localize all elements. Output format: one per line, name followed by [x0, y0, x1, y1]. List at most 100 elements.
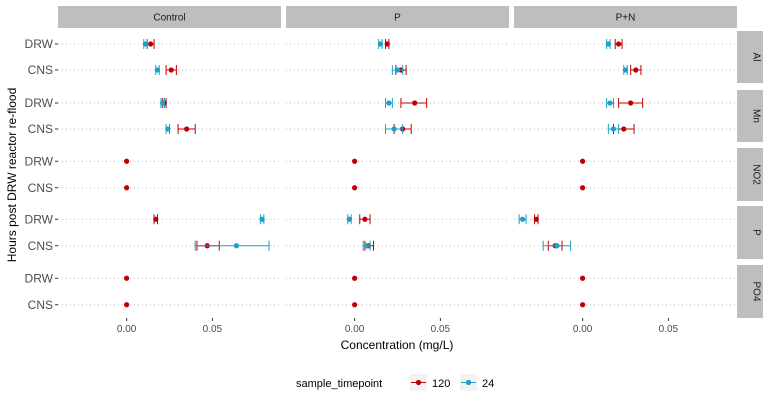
point-24-control-p-drw [259, 214, 265, 225]
point-marker [154, 67, 161, 73]
point-24-p-plus-n-mn-cns [607, 124, 620, 134]
chart-panels [58, 31, 737, 318]
point-marker [580, 185, 586, 191]
point-120-p-no2-drw [352, 158, 358, 164]
point-marker [233, 243, 239, 249]
point-marker [580, 158, 586, 164]
strip-bg-p-plus-n [514, 6, 737, 28]
point-marker [346, 216, 353, 222]
strip-label-no2: NO2 [751, 164, 762, 185]
point-24-p-plus-n-al-drw [605, 39, 611, 49]
strip-bg-p [286, 6, 509, 28]
y-tick-label-cns: CNS [28, 122, 53, 136]
y-tick-label-drw: DRW [25, 154, 54, 168]
point-120-p-mn-drw [400, 98, 428, 108]
point-120-p-po4-cns [352, 302, 358, 308]
panel-control-no2 [58, 148, 281, 201]
point-120-p-plus-n-no2-cns [580, 185, 586, 191]
point-24-control-mn-drw [160, 98, 166, 108]
x-tick-label: 0.00 [117, 324, 137, 335]
point-marker [621, 126, 627, 132]
legend-label-120: 120 [432, 378, 450, 390]
point-marker [160, 100, 166, 106]
point-marker [364, 243, 370, 249]
strip-bg-po4 [737, 265, 763, 318]
x-tick-label: 0.05 [203, 324, 223, 335]
point-120-control-no2-cns [124, 185, 130, 191]
strip-label-p-plus-n: P+N [616, 13, 636, 24]
y-tick-label-cns: CNS [28, 181, 53, 195]
x-axis: 0.00 0.05 0.00 0.05 0.00 0.05 [117, 318, 679, 335]
strip-label-mn: Mn [751, 109, 762, 123]
point-120-control-mn-cns [177, 124, 196, 134]
y-tick-label-drw: DRW [25, 271, 54, 285]
point-marker [554, 243, 560, 249]
legend-title: sample_timepoint [296, 378, 382, 390]
point-24-p-plus-n-mn-drw [606, 98, 614, 108]
point-120-p-plus-n-po4-cns [580, 302, 586, 308]
y-axis: DRW CNS DRW CNS DRW CNS DRW CNS DRW CNS [25, 37, 58, 312]
strip-label-p: P [394, 13, 401, 24]
x-tick-label: 0.05 [659, 324, 679, 335]
point-120-p-plus-n-no2-drw [580, 158, 586, 164]
legend: sample_timepoint 120 24 [296, 374, 494, 391]
point-24-p-p-cns [362, 240, 371, 251]
panel-control-mn [58, 90, 281, 142]
row-strips: Al Mn NO2 P PO4 [737, 31, 763, 318]
x-axis-title: Concentration (mg/L) [341, 338, 454, 352]
panel-p-plus-n-mn [514, 90, 737, 142]
panel-p-no2 [286, 148, 509, 201]
legend-items: 120 24 [410, 374, 494, 391]
legend-item-24: 24 [460, 374, 494, 391]
point-marker [124, 302, 130, 308]
panel-p-po4 [286, 265, 509, 318]
panel-p-plus-n-al [514, 31, 737, 83]
point-marker [352, 302, 358, 308]
point-24-control-al-drw [142, 39, 149, 49]
point-120-p-plus-n-p-drw [533, 214, 539, 225]
point-marker [610, 126, 617, 132]
point-marker [362, 216, 368, 222]
point-marker [605, 41, 611, 47]
x-tick-label: 0.05 [431, 324, 451, 335]
strip-label-al: Al [751, 53, 762, 62]
legend-key-point [465, 379, 472, 386]
y-tick-label-cns: CNS [28, 298, 53, 312]
point-marker [519, 216, 526, 222]
x-tick-label: 0.00 [345, 324, 365, 335]
y-axis-title: Hours post DRW reactor re-flood [5, 88, 19, 263]
point-120-control-po4-cns [124, 302, 130, 308]
point-marker [622, 67, 629, 73]
point-marker [377, 41, 383, 47]
point-120-p-plus-n-po4-drw [580, 275, 586, 281]
point-marker [616, 41, 622, 47]
point-marker [124, 185, 130, 191]
point-120-p-plus-n-al-drw [614, 39, 623, 49]
point-marker [607, 100, 613, 106]
panel-control-al [58, 31, 281, 83]
point-24-p-mn-drw [384, 98, 393, 108]
point-marker [142, 41, 149, 47]
point-marker [580, 275, 586, 281]
point-marker [124, 158, 130, 164]
strip-label-po4: PO4 [751, 281, 762, 301]
point-24-p-plus-n-al-cns [622, 65, 629, 75]
strip-label-control: Control [153, 13, 185, 24]
column-strips: Control P P+N [58, 6, 737, 28]
point-120-control-po4-drw [124, 275, 130, 281]
y-tick-label-drw: DRW [25, 37, 54, 51]
point-marker [533, 216, 539, 222]
point-24-p-p-drw [346, 214, 353, 225]
y-tick-label-cns: CNS [28, 63, 53, 77]
point-marker [352, 185, 358, 191]
point-24-p-plus-n-p-drw [518, 214, 527, 225]
point-120-p-no2-cns [352, 185, 358, 191]
panel-p-plus-n-no2 [514, 148, 737, 201]
panel-p-p [286, 206, 509, 259]
legend-label-24: 24 [482, 378, 494, 390]
point-marker [153, 216, 159, 222]
strip-label-p: P [751, 229, 762, 236]
point-120-p-plus-n-al-cns [630, 65, 642, 75]
point-marker [259, 216, 265, 222]
